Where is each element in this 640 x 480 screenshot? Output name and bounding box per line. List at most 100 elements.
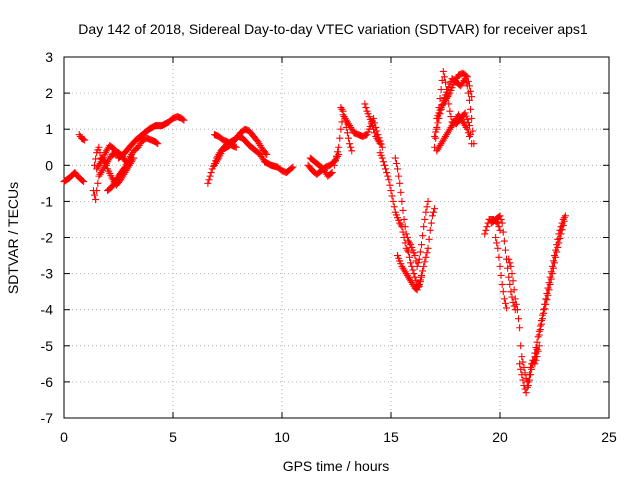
data-point [428,212,436,220]
data-point [501,246,509,254]
data-point [483,223,491,231]
data-point [263,150,271,158]
data-point [558,226,566,234]
data-point [464,77,472,85]
data-point [418,271,426,279]
data-point [548,270,556,278]
data-point [540,309,548,317]
data-point [549,264,557,272]
data-point [384,172,392,180]
data-point [432,134,440,142]
data-point [442,78,449,86]
data-point [91,191,99,199]
data-point [430,208,438,216]
data-point [432,128,440,136]
data-point [421,258,429,266]
y-tick-label: 3 [45,49,53,65]
data-point [92,155,100,163]
data-point [463,73,471,81]
data-point [507,262,515,270]
data-point [376,140,384,148]
data-point [424,244,432,252]
data-point [423,203,431,211]
data-point [336,134,344,142]
data-point [552,253,560,261]
data-point [468,93,476,101]
data-point [262,149,270,157]
data-point [509,277,517,285]
data-point [531,360,539,368]
data-point [503,304,511,312]
data-point [534,333,542,341]
y-tick-label: -5 [41,338,54,354]
data-point [416,276,424,284]
data-point [533,353,541,361]
data-point [406,253,414,261]
data-point [440,73,448,81]
data-point [463,125,471,133]
data-point [481,230,489,238]
data-point [103,161,111,169]
data-point [496,212,504,220]
data-point [521,369,529,377]
data-point [335,143,343,151]
data-point [378,154,386,162]
data-point [343,129,351,137]
x-tick-label: 20 [492,429,508,445]
data-point [464,129,472,137]
data-point [368,122,376,130]
ticks [63,56,610,419]
data-point [495,253,503,261]
data-point [465,96,473,104]
data-point [346,140,354,148]
data-point [79,177,87,185]
data-point [338,105,346,113]
data-point [179,115,187,123]
data-point [446,107,454,115]
data-point [436,95,444,103]
data-point [468,114,476,122]
data-point [367,118,375,126]
data-point [462,72,470,80]
data-point [431,132,439,140]
data-point [505,273,513,281]
data-point [531,349,539,357]
data-point [397,188,405,196]
data-point [518,353,526,361]
data-point [497,271,505,279]
x-tick-label: 5 [169,429,177,445]
data-point [561,212,569,220]
data-point [462,112,470,120]
data-point [537,320,545,328]
data-point [416,248,424,256]
data-point [467,87,475,95]
data-point [556,234,564,242]
data-point [327,169,335,177]
data-point [508,293,516,301]
data-point [419,232,427,240]
data-point [153,139,161,147]
data-point [508,270,516,278]
data-point [532,356,540,364]
data-point [394,165,402,173]
data-point [496,226,504,234]
data-point [154,140,162,148]
data-point [424,197,432,205]
data-point [465,82,473,90]
data-point [420,223,428,231]
y-tick-label: -4 [41,302,54,318]
data-point [344,134,352,142]
data-point [334,148,342,156]
data-point [547,275,555,283]
data-point [506,259,514,267]
data-point [499,288,507,296]
data-point [404,248,412,256]
data-point [516,324,524,332]
y-tick-label: -1 [41,193,54,209]
data-point [494,244,502,252]
x-axis-label: GPS time / hours [283,458,390,474]
data-point [469,127,477,135]
data-point [517,365,525,373]
data-point [418,241,426,249]
data-point [425,235,433,243]
